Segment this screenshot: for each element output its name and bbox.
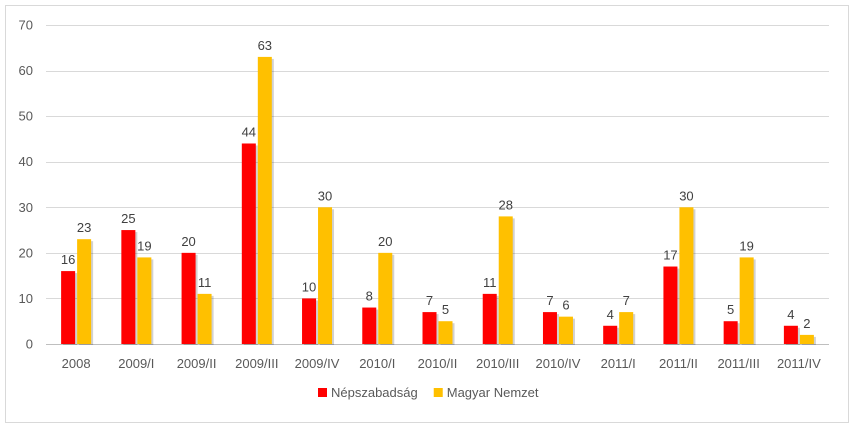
- bar-magyar-nemzet: [438, 321, 453, 344]
- data-label: 5: [442, 302, 449, 317]
- bar-magyar-nemzet: [318, 207, 333, 344]
- bar-nepszabadsag: [121, 230, 136, 344]
- bar-magyar-nemzet: [378, 252, 393, 344]
- data-label: 63: [258, 38, 272, 53]
- y-tick-label: 10: [19, 291, 33, 306]
- bar-magyar-nemzet: [739, 257, 754, 344]
- y-tick-label: 50: [19, 109, 33, 124]
- data-label: 7: [623, 293, 630, 308]
- bar-nepszabadsag: [783, 325, 798, 344]
- y-tick-label: 70: [19, 18, 33, 33]
- data-label: 25: [121, 211, 135, 226]
- y-tick-label: 60: [19, 63, 33, 78]
- bar-nepszabadsag: [482, 293, 497, 344]
- bar-nepszabadsag: [663, 266, 678, 344]
- x-tick-label: 2011/II: [659, 356, 698, 371]
- x-tick-label: 2011/I: [601, 356, 636, 371]
- bar-nepszabadsag: [603, 325, 618, 344]
- bar-magyar-nemzet: [257, 56, 272, 345]
- x-tick-label: 2010/I: [359, 356, 395, 371]
- chart-frame: [5, 5, 849, 423]
- y-axis: 0 10 20 30 40 50 60 70: [19, 18, 33, 352]
- bar-magyar-nemzet: [137, 257, 152, 344]
- bar-nepszabadsag: [181, 252, 196, 344]
- data-label: 28: [498, 197, 512, 212]
- bars: [61, 56, 816, 346]
- bar-magyar-nemzet: [679, 207, 694, 344]
- x-tick-label: 2011/IV: [777, 356, 821, 371]
- x-tick-label: 2008: [62, 356, 91, 371]
- bar-nepszabadsag: [362, 307, 377, 344]
- bar-nepszabadsag: [723, 321, 738, 344]
- x-tick-label: 2010/IV: [536, 356, 581, 371]
- bar-nepszabadsag: [542, 312, 557, 344]
- gridlines: [46, 25, 829, 345]
- data-label: 16: [61, 252, 75, 267]
- x-tick-label: 2010/III: [476, 356, 519, 371]
- data-label: 4: [787, 307, 794, 322]
- legend-label: Magyar Nemzet: [447, 385, 539, 400]
- x-tick-label: 2009/IV: [295, 356, 340, 371]
- bar-nepszabadsag: [61, 271, 76, 344]
- legend: Népszabadság Magyar Nemzet: [318, 385, 539, 400]
- y-tick-label: 30: [19, 200, 33, 215]
- bar-magyar-nemzet: [799, 334, 814, 344]
- bar-nepszabadsag: [302, 298, 317, 344]
- bar-nepszabadsag: [241, 143, 256, 344]
- data-label: 30: [679, 188, 693, 203]
- data-label: 11: [198, 275, 212, 290]
- bar-magyar-nemzet: [77, 239, 92, 344]
- data-label: 17: [663, 248, 677, 263]
- data-label: 7: [426, 293, 433, 308]
- data-label: 7: [546, 293, 553, 308]
- x-tick-label: 2009/I: [118, 356, 154, 371]
- data-label: 20: [378, 234, 392, 249]
- x-tick-label: 2009/II: [177, 356, 217, 371]
- bar-magyar-nemzet: [197, 293, 212, 344]
- y-tick-label: 40: [19, 154, 33, 169]
- bar-magyar-nemzet: [619, 312, 634, 344]
- legend-label: Népszabadság: [331, 385, 418, 400]
- x-tick-label: 2009/III: [235, 356, 278, 371]
- x-tick-label: 2011/III: [717, 356, 759, 371]
- x-axis: 2008 2009/I 2009/II 2009/III 2009/IV 2010/I 20…: [62, 356, 821, 371]
- bar-magyar-nemzet: [558, 316, 573, 344]
- x-tick-label: 2010/II: [418, 356, 458, 371]
- legend-swatch: [433, 388, 443, 397]
- data-label: 44: [242, 124, 256, 139]
- data-label: 6: [562, 298, 569, 313]
- y-tick-label: 20: [19, 245, 33, 260]
- bar-nepszabadsag: [422, 312, 437, 344]
- data-label: 19: [137, 238, 151, 253]
- data-label: 20: [181, 234, 195, 249]
- bar-magyar-nemzet: [498, 216, 513, 344]
- data-label: 10: [302, 279, 316, 294]
- y-tick-label: 0: [26, 337, 33, 352]
- data-label: 30: [318, 188, 332, 203]
- legend-swatch: [318, 388, 327, 397]
- data-label: 2: [803, 316, 810, 331]
- data-label: 8: [366, 289, 373, 304]
- data-label: 4: [607, 307, 614, 322]
- data-label: 5: [727, 302, 734, 317]
- data-label: 19: [739, 238, 753, 253]
- data-label: 23: [77, 220, 91, 235]
- data-label: 11: [483, 275, 497, 290]
